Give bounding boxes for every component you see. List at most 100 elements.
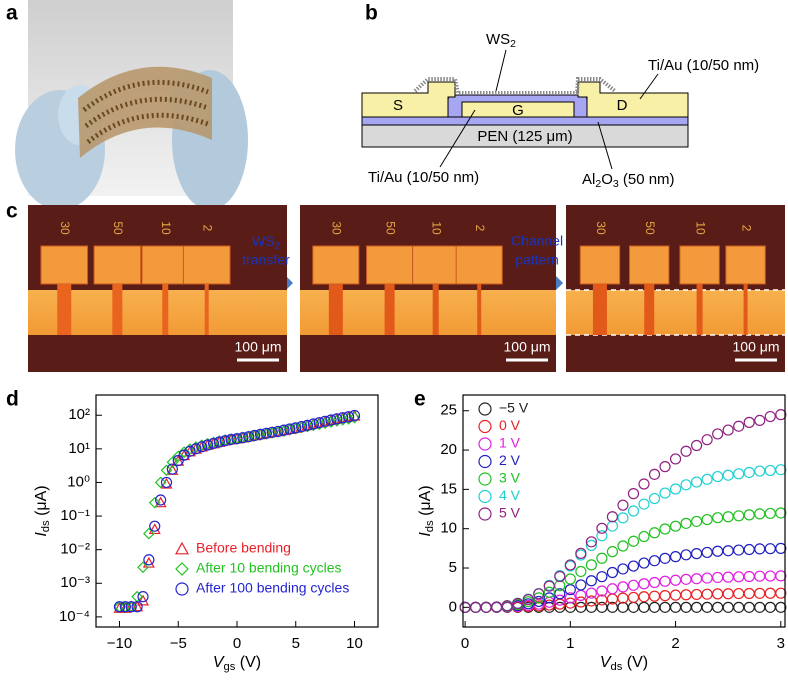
data-point (137, 561, 149, 574)
electrode-label: G (512, 102, 524, 119)
data-point (648, 492, 661, 505)
data-point (712, 512, 724, 524)
data-point (470, 601, 482, 613)
stem (696, 284, 703, 335)
pad (182, 245, 231, 285)
legend-label: 4 V (499, 487, 521, 503)
data-point (712, 601, 724, 613)
step-label: WS2 (252, 233, 280, 252)
data-point (754, 601, 766, 613)
plot-frame (95, 394, 379, 628)
data-point (638, 478, 650, 490)
x-tick-label: 2 (671, 635, 679, 652)
data-point (754, 570, 766, 582)
data-point (596, 522, 608, 534)
data-point (680, 601, 692, 613)
data-point (764, 410, 776, 423)
data-point (754, 465, 766, 477)
legend-label: 3 V (499, 470, 521, 486)
data-point (325, 414, 337, 426)
data-point (296, 420, 308, 433)
data-point (307, 419, 320, 432)
data-point (669, 589, 682, 601)
data-point (659, 601, 671, 613)
data-point (722, 469, 734, 481)
x-tick-label: −5 (170, 635, 187, 652)
label-part: (V) (235, 654, 261, 671)
legend-label: After 100 bending cycles (196, 580, 349, 596)
scale-bar-label: 100 μm (235, 339, 282, 355)
data-point (743, 601, 755, 613)
panel-label: b (365, 2, 378, 25)
data-point (307, 418, 319, 430)
data-point (125, 601, 137, 613)
legend-marker (175, 582, 189, 596)
data-point (190, 443, 202, 455)
data-point (659, 487, 671, 499)
label-part: ds (40, 520, 52, 532)
x-tick-label: −10 (107, 635, 132, 652)
data-point (733, 544, 745, 556)
data-point (680, 517, 692, 529)
data-point (522, 594, 534, 606)
data-point (266, 426, 278, 438)
data-point (143, 554, 155, 566)
data-point (764, 601, 776, 613)
data-point (585, 575, 597, 587)
x-tick-label: 10 (346, 635, 363, 652)
chip-label: 10 (693, 221, 707, 235)
data-point (143, 527, 155, 540)
data-point (712, 428, 724, 440)
data-point (648, 468, 661, 480)
data-point (733, 510, 745, 522)
data-point (113, 601, 126, 613)
data-point (585, 595, 597, 607)
data-point (160, 464, 173, 477)
label-part: ds (424, 520, 436, 532)
data-point (575, 596, 587, 608)
data-point (743, 587, 755, 600)
data-point (154, 496, 167, 508)
data-point (691, 548, 703, 560)
plot-frame (462, 394, 786, 628)
data-point (754, 508, 766, 520)
data-point (669, 520, 682, 532)
stem (204, 284, 209, 335)
data-point (743, 466, 755, 479)
legend-marker (175, 562, 189, 576)
data-point (659, 552, 671, 564)
data-point (733, 420, 745, 432)
data-point (331, 413, 343, 425)
data-point (533, 588, 545, 600)
data-point (743, 509, 755, 521)
data-point (617, 512, 629, 524)
data-point (202, 439, 214, 451)
data-point (585, 539, 597, 551)
data-point (648, 555, 661, 567)
data-point (348, 411, 361, 424)
label-part: I (33, 532, 50, 537)
data-point (638, 557, 650, 569)
data-point (596, 552, 608, 564)
pad (679, 245, 720, 285)
legend-label: 0 V (499, 417, 521, 433)
y-tick-label: 10⁻⁴ (59, 608, 90, 625)
layer-label: Al2O3 (50 nm) (582, 171, 675, 190)
x-tick-label: 0 (233, 635, 241, 652)
data-point (659, 523, 671, 535)
data-point (627, 601, 640, 613)
legend-marker (174, 541, 190, 555)
data-point (243, 431, 255, 443)
data-point (585, 587, 597, 599)
data-point (764, 464, 776, 477)
data-point (254, 428, 267, 440)
data-point (617, 581, 629, 593)
legend-label: Before bending (196, 540, 291, 556)
data-point (764, 570, 776, 582)
data-point (701, 572, 713, 584)
stem (57, 284, 72, 335)
data-point (284, 423, 296, 436)
label-part: O (601, 171, 613, 188)
pad (579, 245, 621, 285)
